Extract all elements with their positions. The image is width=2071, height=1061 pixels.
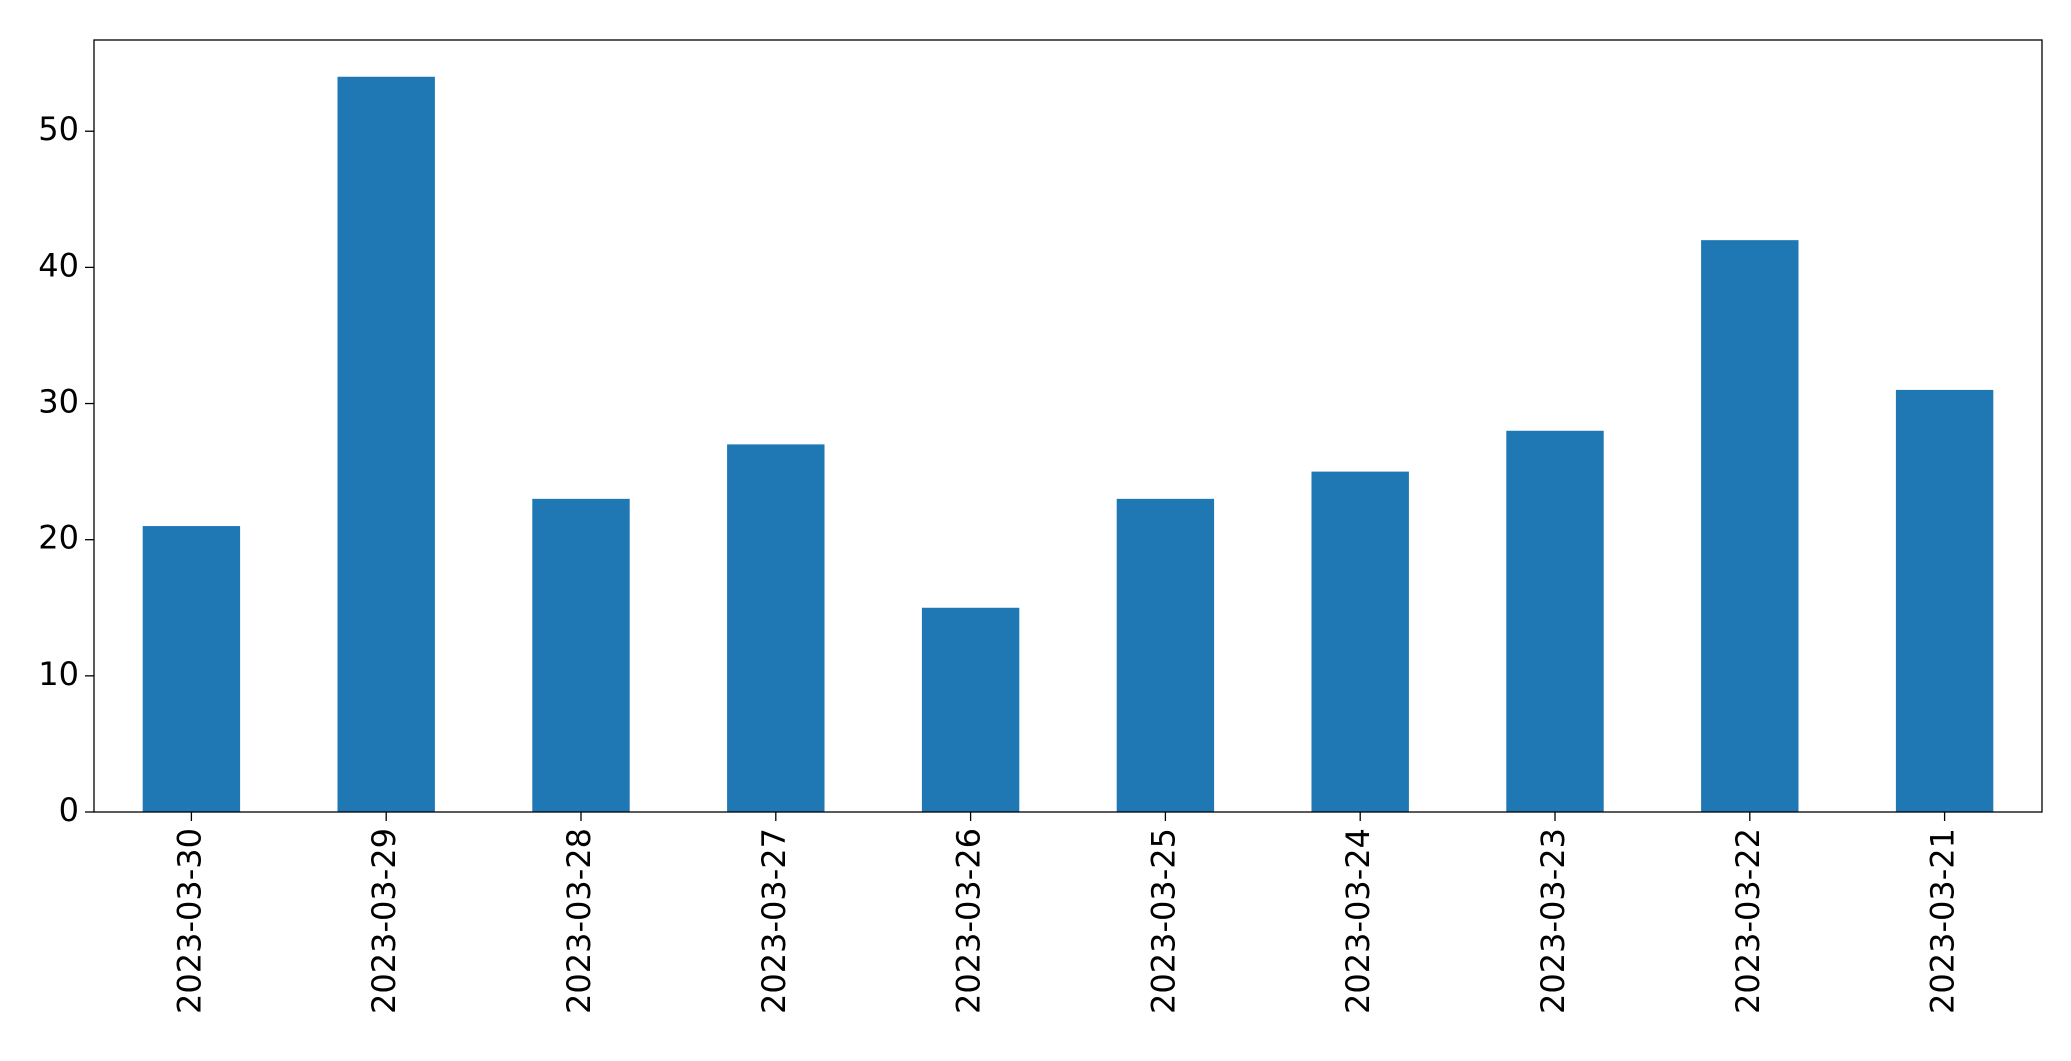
bar [921, 607, 1020, 812]
bar [337, 76, 435, 812]
bar [532, 498, 630, 812]
x-tick-label: 2023-03-21 [1924, 828, 1962, 1014]
x-tick-label: 2023-03-27 [755, 828, 793, 1014]
bar [1311, 471, 1409, 812]
bar [142, 526, 241, 812]
y-tick-label: 0 [59, 791, 79, 829]
y-tick-label: 50 [38, 110, 79, 148]
x-tick-label: 2023-03-26 [950, 828, 988, 1014]
x-tick-label: 2023-03-30 [170, 828, 208, 1014]
y-tick-label: 20 [38, 519, 79, 557]
x-tick-label: 2023-03-25 [1144, 828, 1182, 1014]
y-tick-label: 10 [38, 655, 79, 693]
plot-frame [93, 39, 2043, 813]
bar [727, 444, 825, 812]
x-tick-label: 2023-03-22 [1729, 828, 1767, 1014]
x-tick-label: 2023-03-24 [1339, 828, 1377, 1014]
x-tick-label: 2023-03-28 [560, 828, 598, 1014]
y-tick-label: 30 [38, 383, 79, 421]
bar [1506, 430, 1604, 812]
x-tick-label: 2023-03-29 [365, 828, 403, 1014]
y-tick-label: 40 [38, 246, 79, 284]
bar [1701, 240, 1799, 813]
x-tick-label: 2023-03-23 [1534, 828, 1572, 1014]
bar [1116, 498, 1215, 812]
bar [1895, 389, 1994, 812]
